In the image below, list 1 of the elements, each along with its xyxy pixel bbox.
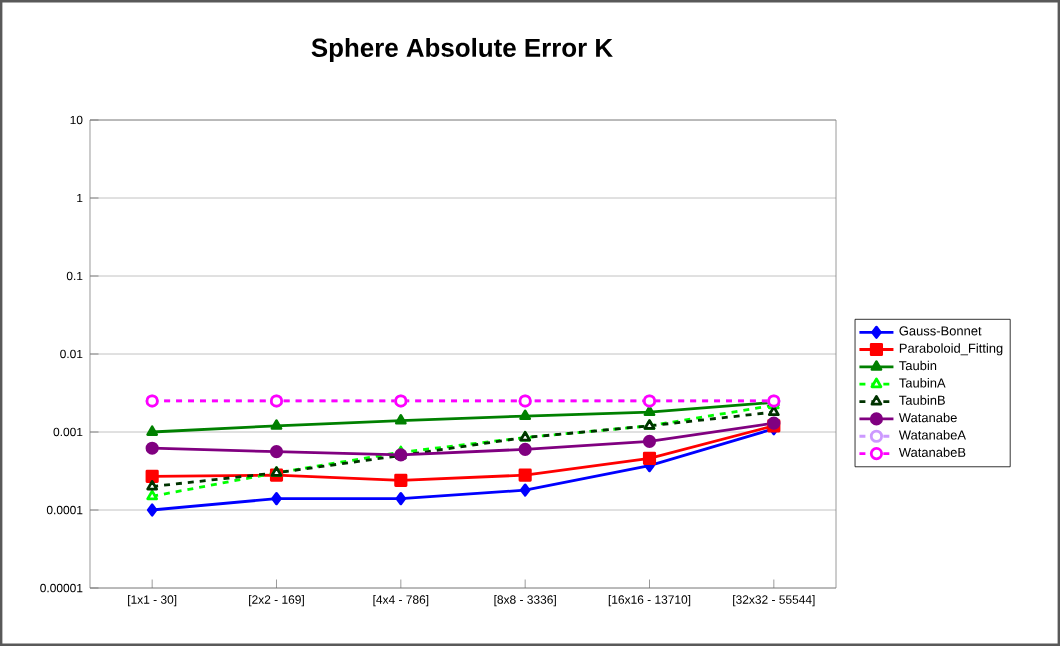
- chart-title: Sphere Absolute Error K: [311, 37, 613, 63]
